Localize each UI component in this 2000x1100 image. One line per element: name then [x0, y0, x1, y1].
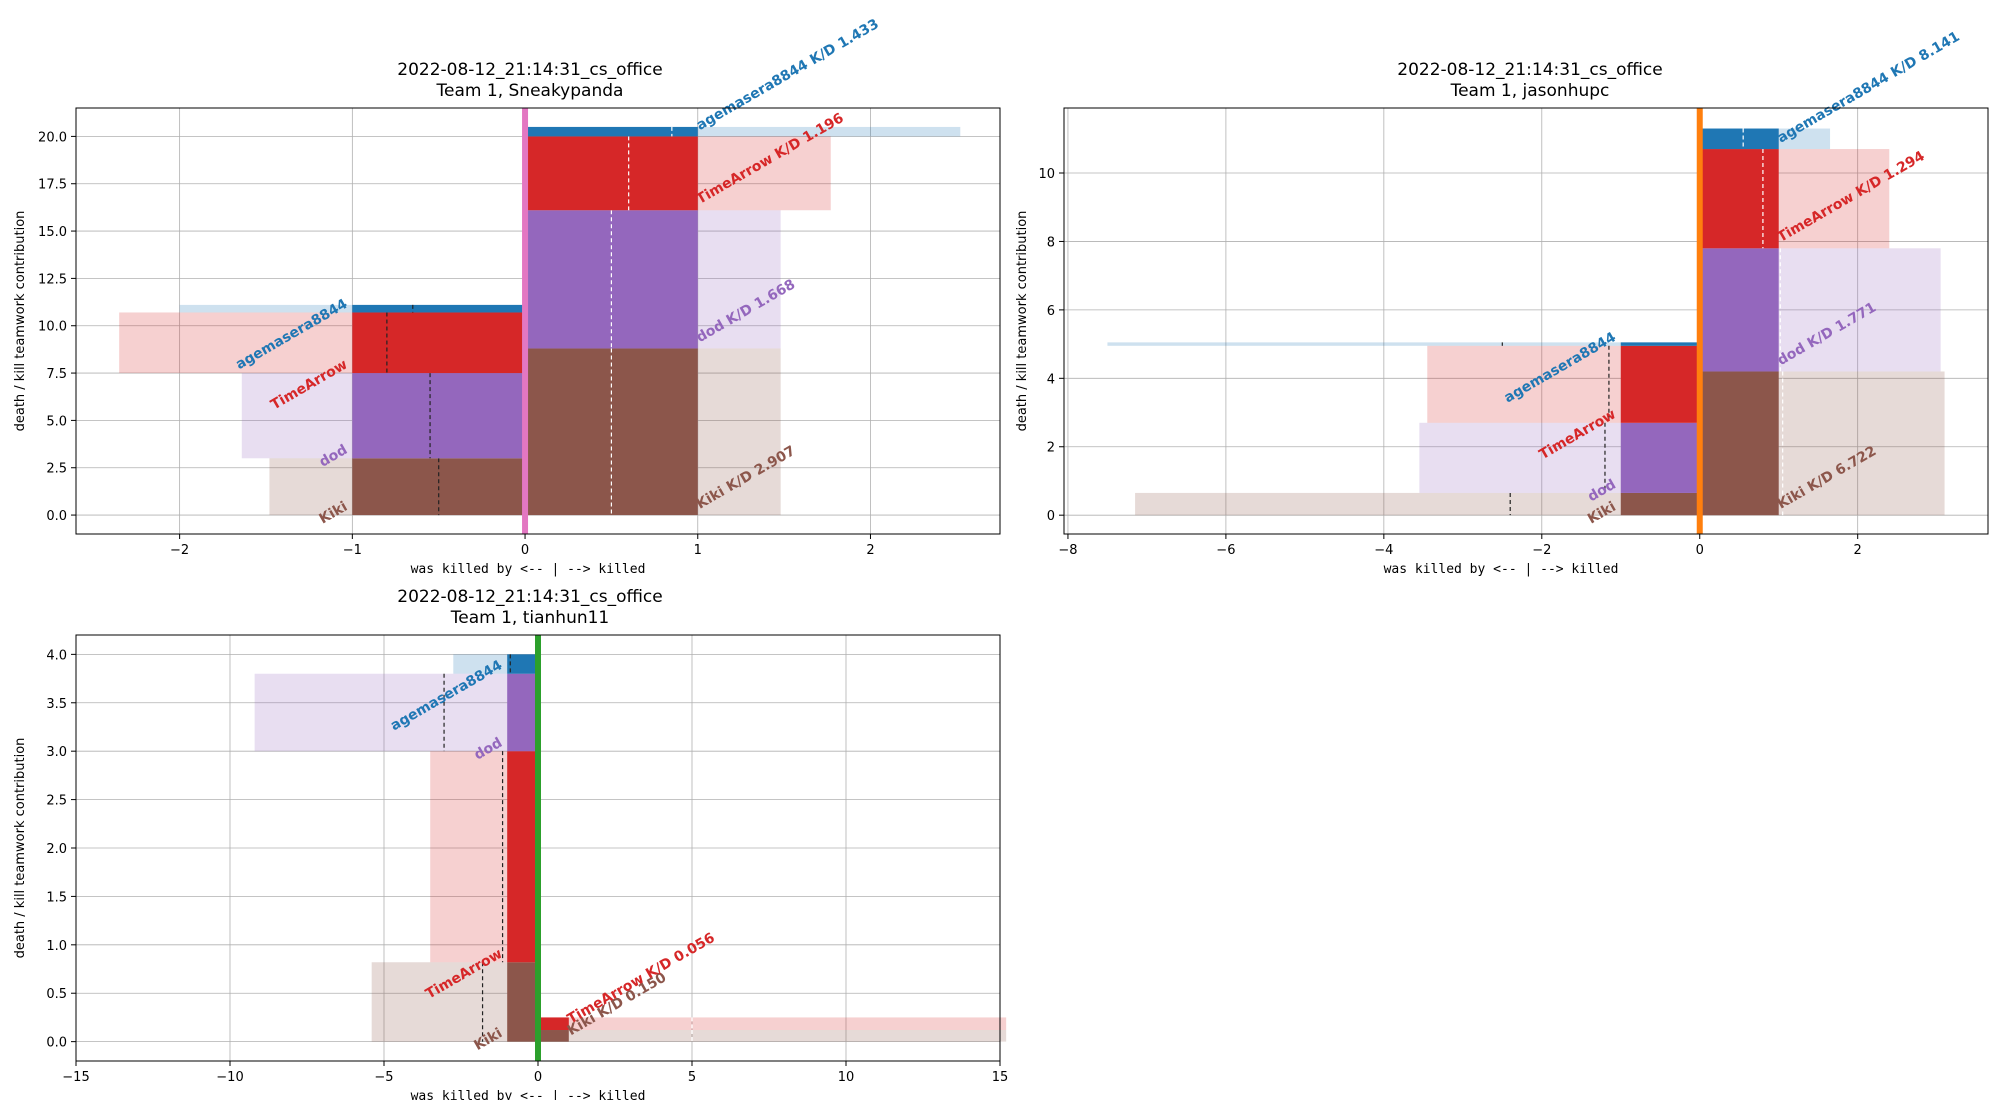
chart-subtitle: Team 1, jasonhupc [1450, 81, 1610, 101]
contribution-band-agemasera8844 [1107, 342, 1700, 346]
bar-TimeArrow [507, 751, 538, 963]
y-tick-label: 4.0 [46, 648, 67, 663]
y-tick-label: 2.5 [46, 462, 67, 477]
chart-title: 2022-08-12_21:14:31_cs_office [397, 60, 663, 80]
x-tick-label: −2 [1532, 543, 1551, 558]
y-tick-label: 6 [1047, 304, 1055, 319]
y-tick-label: 0 [1047, 509, 1055, 524]
y-tick-label: 2.0 [46, 842, 67, 857]
bar-TimeArrow [1699, 149, 1779, 249]
bar-Kiki [538, 1030, 569, 1042]
bar-dod [507, 673, 538, 752]
x-tick-label: 0 [534, 1070, 542, 1085]
y-tick-label: 20.0 [38, 130, 67, 145]
y-tick-label: 0.5 [46, 987, 67, 1002]
y-axis-label: death / kill teamwork contribution [1015, 211, 1030, 432]
bar-dod [1620, 422, 1700, 493]
bar-TimeArrow [352, 312, 526, 374]
bar-Kiki [1620, 492, 1700, 516]
y-tick-label: 0.0 [46, 1036, 67, 1051]
x-tick-label: 1 [694, 543, 702, 558]
y-tick-label: 10 [1038, 167, 1055, 182]
bar-dod [352, 373, 526, 459]
bar-agemasera8844 [507, 654, 538, 674]
x-tick-label: −10 [216, 1070, 243, 1085]
y-tick-label: 10.0 [38, 320, 67, 335]
x-axis-label: was killed by <-- | --> killed [1384, 562, 1619, 577]
y-tick-label: 5.0 [46, 414, 67, 429]
x-tick-label: −6 [1216, 543, 1235, 558]
y-tick-label: 4 [1047, 372, 1055, 387]
chart-title: 2022-08-12_21:14:31_cs_office [397, 587, 663, 607]
y-tick-label: 0.0 [46, 509, 67, 524]
x-tick-label: −8 [1058, 543, 1077, 558]
x-tick-label: 2 [1854, 543, 1862, 558]
bar-TimeArrow [538, 1017, 569, 1031]
y-tick-label: 7.5 [46, 367, 67, 382]
x-tick-label: 0 [521, 543, 529, 558]
contribution-band-Kiki [1135, 492, 1700, 516]
bar-TimeArrow [525, 136, 698, 211]
y-tick-label: 3.5 [46, 697, 67, 712]
contribution-band-dod [254, 673, 538, 752]
x-tick-label: 15 [992, 1070, 1009, 1085]
x-tick-label: −5 [374, 1070, 393, 1085]
axes-frame [75, 107, 1001, 535]
y-axis-label: death / kill teamwork contribution [13, 738, 28, 959]
bar-TimeArrow [1620, 345, 1700, 423]
y-tick-label: 8 [1047, 235, 1055, 250]
x-axis-label: was killed by <-- | --> killed [411, 562, 646, 577]
contribution-band-Kiki [538, 1030, 1007, 1042]
chart-subtitle: Team 1, Sneakypanda [436, 81, 624, 101]
chart-title: 2022-08-12_21:14:31_cs_office [1397, 60, 1663, 80]
y-tick-label: 15.0 [38, 225, 67, 240]
bar-Kiki [525, 348, 698, 516]
y-tick-label: 12.5 [38, 272, 67, 287]
y-tick-label: 3.0 [46, 745, 67, 760]
x-tick-label: −15 [62, 1070, 89, 1085]
y-tick-label: 2.5 [46, 794, 67, 809]
y-axis-label: death / kill teamwork contribution [13, 211, 28, 432]
bar-Kiki [507, 962, 538, 1042]
bar-Kiki [1699, 371, 1779, 516]
contribution-band-agemasera8844 [525, 126, 961, 137]
bar-agemasera8844 [1620, 342, 1700, 346]
y-tick-label: 1.0 [46, 939, 67, 954]
axes-frame [1063, 107, 1989, 535]
x-tick-label: 10 [838, 1070, 855, 1085]
x-axis-label: was killed by <-- | --> killed [411, 1089, 646, 1100]
y-tick-label: 17.5 [38, 178, 67, 193]
x-tick-label: 5 [688, 1070, 696, 1085]
bar-agemasera8844 [525, 126, 698, 137]
x-tick-label: 0 [1696, 543, 1704, 558]
y-tick-label: 2 [1047, 441, 1055, 456]
x-tick-label: 2 [866, 543, 874, 558]
bar-dod [1699, 248, 1779, 372]
x-tick-label: −4 [1374, 543, 1393, 558]
chart-subtitle: Team 1, tianhun11 [450, 608, 610, 628]
bar-agemasera8844 [352, 304, 526, 313]
x-tick-label: −2 [170, 543, 189, 558]
x-tick-label: −1 [343, 543, 362, 558]
y-tick-label: 1.5 [46, 890, 67, 905]
bar-agemasera8844 [1699, 128, 1779, 150]
contribution-band-TimeArrow [538, 1017, 1007, 1031]
